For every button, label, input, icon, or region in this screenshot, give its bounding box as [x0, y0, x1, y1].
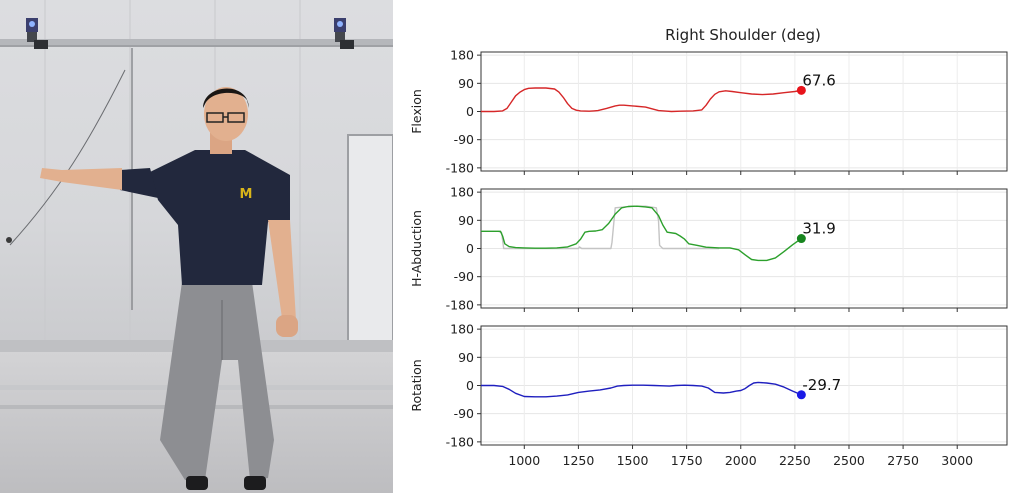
current-value-label: 67.6 [802, 71, 835, 89]
series-line-1 [481, 205, 720, 250]
x-tick-label: 2500 [833, 453, 865, 468]
subplot-flexion: 180 90 0 -90 -180 Flexion 67.6 [409, 48, 1008, 175]
series-line-1 [481, 87, 802, 113]
x-tick-label: 1500 [617, 453, 649, 468]
y-tick-label: -180 [446, 160, 474, 175]
ceiling-rail [0, 39, 393, 45]
x-tick-label: 2750 [887, 453, 919, 468]
person: M [40, 87, 298, 490]
y-tick-label: 0 [466, 241, 474, 256]
current-value-label: -29.7 [802, 376, 841, 394]
current-value-marker [796, 234, 806, 244]
y-tick-label: 90 [458, 350, 474, 365]
y-tick-label: -90 [454, 132, 474, 147]
current-value-marker [796, 390, 806, 400]
series-line-1 [481, 381, 802, 398]
y-axis-label: Flexion [409, 89, 424, 134]
y-tick-label: 0 [466, 378, 474, 393]
mocap-camera-right [334, 18, 354, 49]
x-tick-label: 1750 [671, 453, 703, 468]
x-tick-label: 3000 [941, 453, 973, 468]
y-tick-label: -90 [454, 406, 474, 421]
y-tick-label: 0 [466, 104, 474, 119]
x-tick-label: 2000 [725, 453, 757, 468]
x-tick-label: 2250 [779, 453, 811, 468]
partition-board [347, 134, 393, 366]
camera-photo: M [0, 0, 393, 493]
y-tick-label: 90 [458, 76, 474, 91]
chart-title: Right Shoulder (deg) [665, 26, 821, 44]
y-tick-label: -180 [446, 297, 474, 312]
x-tick-label: 1250 [563, 453, 595, 468]
y-axis-label: Rotation [409, 359, 424, 411]
chart-panel: Right Shoulder (deg) 180 90 0 -90 -180 Flexio… [393, 0, 1024, 493]
y-tick-label: -180 [446, 434, 474, 449]
y-tick-label: 180 [450, 48, 474, 63]
mocap-camera-left [26, 18, 48, 49]
y-tick-label: 180 [450, 185, 474, 200]
video-frame: M [0, 0, 393, 493]
subplot-h-abduction: 180 90 0 -90 -180 H-Abduction 31.9 [409, 185, 1008, 312]
series-line-2 [481, 205, 802, 262]
shirt-logo: M [240, 187, 253, 202]
y-tick-label: 90 [458, 213, 474, 228]
y-tick-label: 180 [450, 322, 474, 337]
y-axis-label: H-Abduction [409, 210, 424, 287]
subplot-rotation: 180 90 0 -90 -180 Rotation 1000 1250 1500 1750 200… [409, 322, 1008, 468]
current-value-label: 31.9 [802, 220, 835, 238]
y-tick-label: -90 [454, 269, 474, 284]
current-value-marker [796, 85, 806, 95]
x-tick-label: 1000 [508, 453, 540, 468]
right-shoulder-chart: Right Shoulder (deg) 180 90 0 -90 -180 Flexio… [409, 26, 1008, 468]
